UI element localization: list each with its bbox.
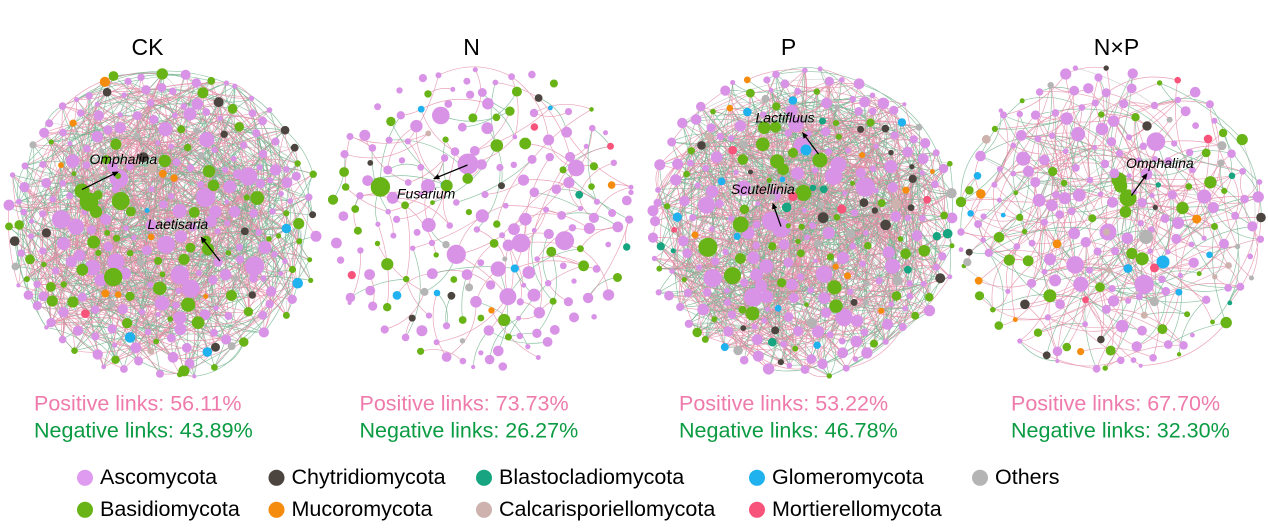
- svg-text:Others: Others: [995, 465, 1060, 489]
- svg-text:Negative links: 46.78%: Negative links: 46.78%: [679, 419, 898, 443]
- svg-text:Basidiomycota: Basidiomycota: [100, 497, 240, 521]
- svg-text:Omphalina: Omphalina: [90, 151, 158, 167]
- svg-text:Blastocladiomycota: Blastocladiomycota: [499, 465, 684, 489]
- svg-text:Positive links: 53.22%: Positive links: 53.22%: [679, 392, 888, 416]
- svg-text:Positive links: 56.11%: Positive links: 56.11%: [34, 392, 242, 416]
- svg-text:Positive links: 73.73%: Positive links: 73.73%: [360, 392, 569, 416]
- svg-text:Negative links: 43.89%: Negative links: 43.89%: [34, 419, 253, 443]
- svg-text:Negative links: 26.27%: Negative links: 26.27%: [360, 419, 579, 443]
- svg-text:Calcarisporiellomycota: Calcarisporiellomycota: [499, 497, 715, 521]
- svg-text:Omphalina: Omphalina: [1126, 155, 1194, 171]
- svg-text:P: P: [781, 34, 796, 60]
- svg-text:Laetisaria: Laetisaria: [148, 216, 209, 232]
- svg-text:Chytridiomycota: Chytridiomycota: [292, 465, 446, 489]
- svg-text:N: N: [463, 34, 480, 60]
- svg-text:Scutellinia: Scutellinia: [731, 181, 795, 197]
- svg-text:Mortierellomycota: Mortierellomycota: [772, 497, 942, 521]
- svg-text:Negative links: 32.30%: Negative links: 32.30%: [1011, 419, 1230, 443]
- svg-text:CK: CK: [132, 34, 165, 60]
- svg-text:Ascomycota: Ascomycota: [100, 465, 217, 489]
- svg-text:Fusarium: Fusarium: [397, 186, 456, 202]
- svg-text:Mucoromycota: Mucoromycota: [292, 497, 433, 521]
- svg-text:Lactifluus: Lactifluus: [756, 110, 815, 126]
- svg-text:Positive links: 67.70%: Positive links: 67.70%: [1011, 392, 1220, 416]
- svg-text:Glomeromycota: Glomeromycota: [772, 465, 924, 489]
- svg-text:N×P: N×P: [1094, 34, 1139, 60]
